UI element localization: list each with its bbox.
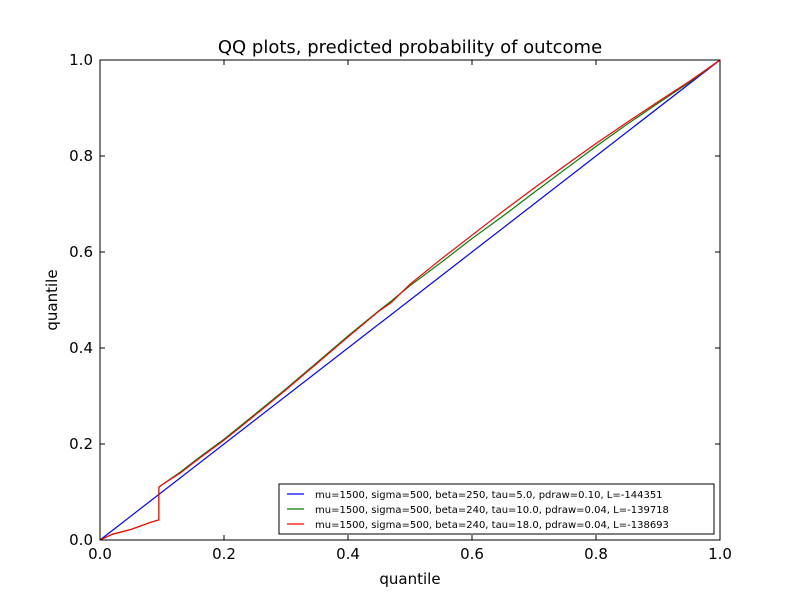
legend: mu=1500, sigma=500, beta=250, tau=5.0, p… <box>278 483 715 535</box>
y-tick-label: 0.0 <box>69 531 93 549</box>
legend-label-1: mu=1500, sigma=500, beta=250, tau=5.0, p… <box>315 490 663 501</box>
plot-area: 0.0 0.2 0.4 0.6 0.8 1.0 0.0 0.2 0.4 0.6 0.8 1.0 <box>69 51 732 563</box>
legend-box <box>278 483 715 535</box>
x-tick-label: 0.4 <box>336 545 360 563</box>
x-tick-label: 0.2 <box>212 545 236 563</box>
y-tick-label: 0.8 <box>69 147 93 165</box>
series-layer <box>99 59 721 541</box>
x-axis-label: quantile <box>379 570 440 588</box>
y-tick-label: 0.2 <box>69 435 93 453</box>
x-tick-label: 0.0 <box>88 545 112 563</box>
chart-title: QQ plots, predicted probability of outco… <box>218 37 602 58</box>
legend-label-3: mu=1500, sigma=500, beta=240, tau=18.0, … <box>315 520 669 531</box>
axes-frame <box>99 59 721 541</box>
legend-entries: mu=1500, sigma=500, beta=250, tau=5.0, p… <box>287 490 669 531</box>
y-axis-label: quantile <box>43 269 61 330</box>
y-tick-label: 0.6 <box>69 243 93 261</box>
series-line-1 <box>99 59 721 541</box>
legend-label-2: mu=1500, sigma=500, beta=240, tau=10.0, … <box>315 505 669 516</box>
x-tick-label: 0.8 <box>584 545 608 563</box>
x-tick-label: 0.6 <box>460 545 484 563</box>
ticks-layer: 0.0 0.2 0.4 0.6 0.8 1.0 0.0 0.2 0.4 0.6 0.8 1.0 <box>69 51 732 563</box>
y-tick-label: 0.4 <box>69 339 93 357</box>
series-line-3 <box>99 59 721 541</box>
y-tick-label: 1.0 <box>69 51 93 69</box>
x-tick-label: 1.0 <box>708 545 732 563</box>
